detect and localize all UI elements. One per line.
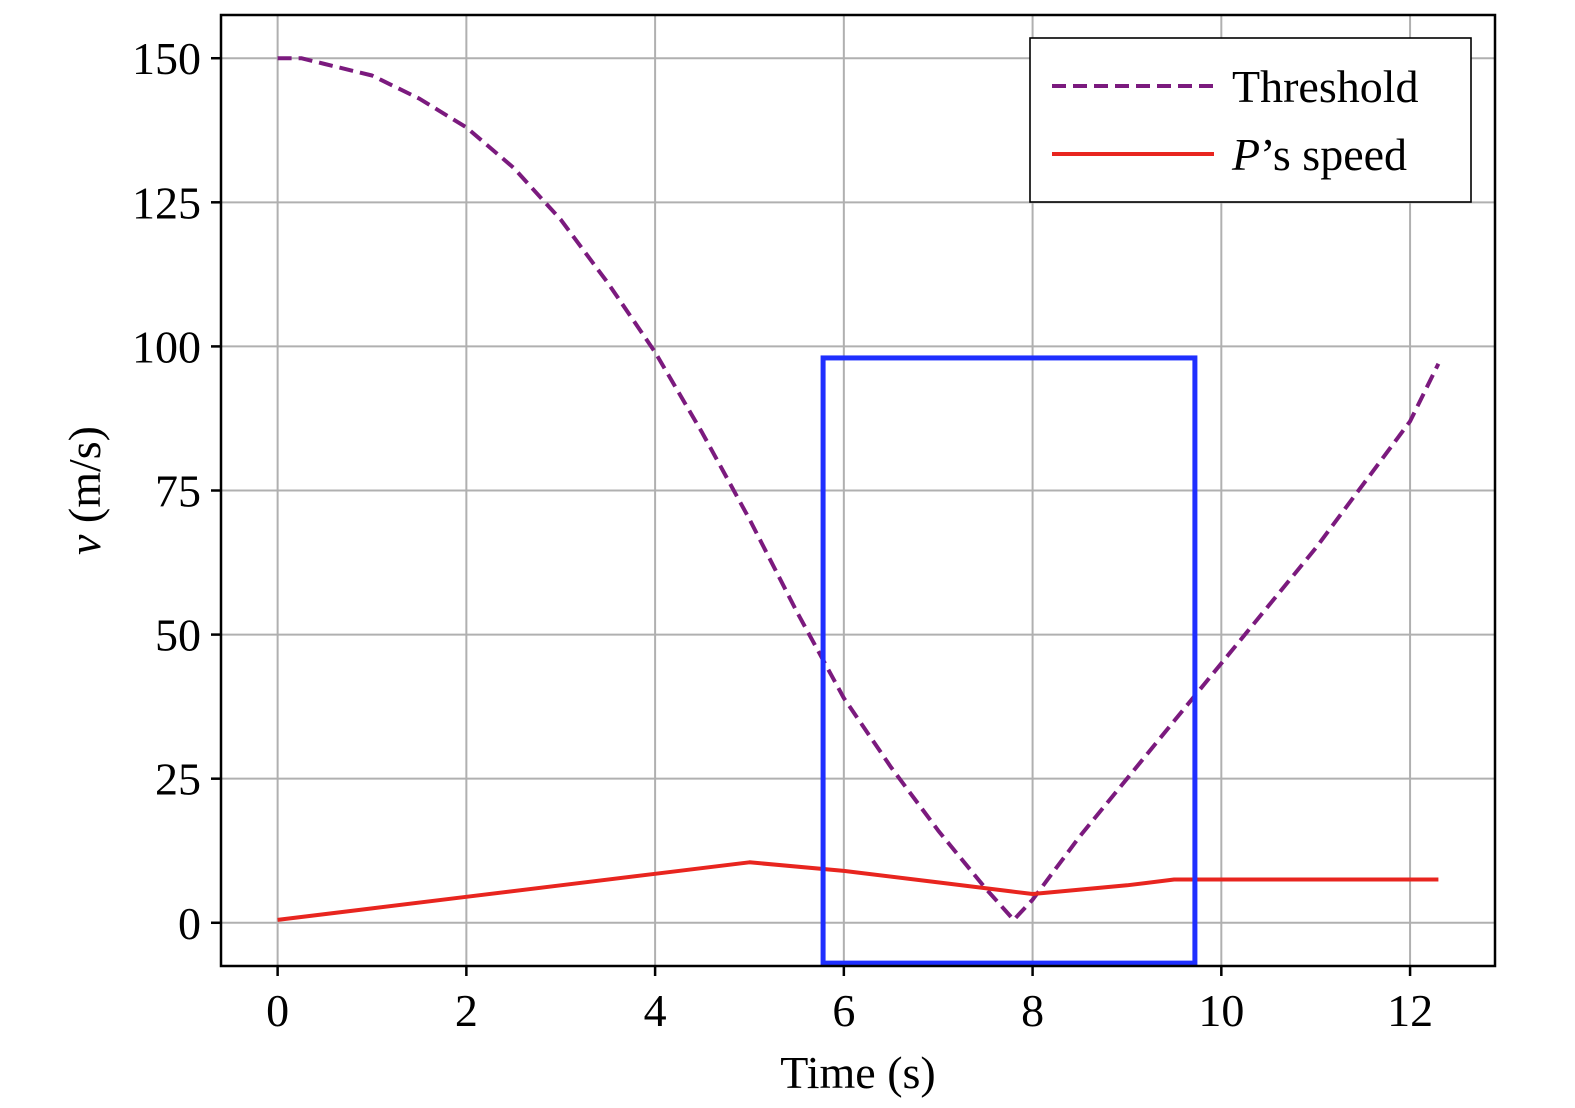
legend-label-p-speed-italic: P — [1231, 129, 1260, 180]
series-line-p-speed — [277, 860, 1439, 922]
x-tick-label: 8 — [1021, 985, 1044, 1036]
y-tick-label: 25 — [155, 754, 201, 805]
y-axis-title: v (m/s) — [59, 426, 110, 555]
y-tick-label: 150 — [132, 33, 201, 84]
legend-box — [1029, 37, 1472, 203]
y-tick-label: 125 — [132, 177, 201, 228]
y-tick-label: 100 — [132, 321, 201, 372]
x-tick-label: 10 — [1198, 985, 1244, 1036]
axis-tick-labels: 0 2 4 6 8 10 12 0 25 50 75 100 125 150 — [132, 33, 1433, 1036]
y-tick-label: 50 — [155, 610, 201, 661]
series-layer — [277, 56, 1441, 922]
legend: Threshold P’s speed — [1029, 37, 1472, 203]
axis-ticks — [211, 56, 1412, 976]
x-tick-label: 0 — [266, 985, 289, 1036]
grid-lines — [221, 15, 1495, 966]
x-tick-label: 6 — [832, 985, 855, 1036]
y-axis-title-unit: (m/s) — [59, 426, 110, 535]
y-tick-label: 0 — [178, 898, 201, 949]
series-line-threshold — [277, 56, 1441, 922]
x-tick-label: 2 — [455, 985, 478, 1036]
legend-label-p-speed-text: ’s speed — [1260, 129, 1407, 180]
legend-label-threshold-text: Threshold — [1232, 61, 1419, 112]
highlight-box — [820, 355, 1198, 966]
x-axis-title: Time (s) — [780, 1047, 936, 1098]
annotation-layer — [820, 355, 1198, 966]
x-tick-label: 12 — [1387, 985, 1433, 1036]
legend-label-p-speed: P’s speed — [1231, 129, 1407, 180]
y-tick-label: 75 — [155, 466, 201, 517]
legend-label-threshold: Threshold — [1232, 61, 1419, 112]
x-tick-label: 4 — [644, 985, 667, 1036]
y-axis-title-var: v — [59, 534, 110, 555]
